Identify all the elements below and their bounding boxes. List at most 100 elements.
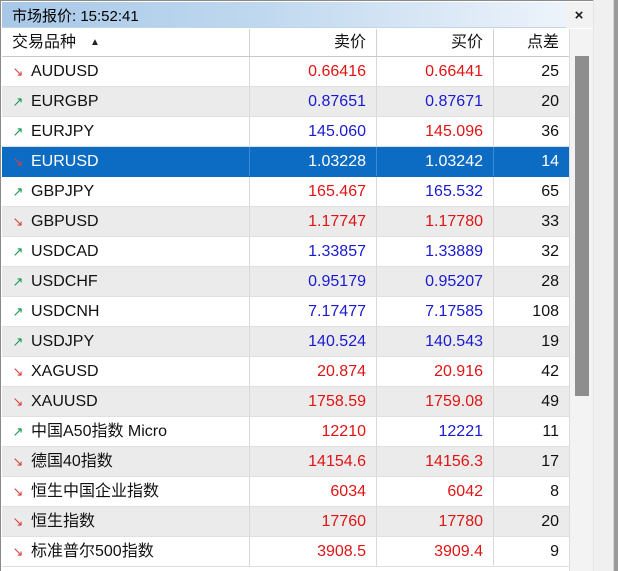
cell-bid: 1.03228 xyxy=(250,147,377,176)
cell-ask: 140.543 xyxy=(377,327,494,356)
cell-ask: 1.03242 xyxy=(377,147,494,176)
column-header-symbol[interactable]: 交易品种 ▲ xyxy=(2,29,250,56)
close-icon[interactable]: × xyxy=(566,2,592,28)
cell-symbol: ↘ XAUUSD xyxy=(2,387,250,416)
table-row[interactable]: ↗ USDCNH 7.17477 7.17585 108 xyxy=(2,297,594,327)
symbol-label: GBPJPY xyxy=(31,183,95,200)
cell-bid: 0.66416 xyxy=(250,57,377,86)
symbol-label: 恒生指数 xyxy=(31,513,96,530)
cell-spread: 28 xyxy=(541,273,559,290)
cell-bid: 14154.6 xyxy=(250,447,377,476)
table-row[interactable]: ↘ 恒生中国企业指数 6034 6042 8 xyxy=(2,477,594,507)
symbol-label: XAUUSD xyxy=(31,393,98,410)
arrow-down-icon: ↘ xyxy=(12,514,24,529)
table-row[interactable]: ↗ GBPJPY 165.467 165.532 65 xyxy=(2,177,594,207)
table-row[interactable]: ↗ USDCHF 0.95179 0.95207 28 xyxy=(2,267,594,297)
cell-bid: 1.33857 xyxy=(250,237,377,266)
column-header-spread[interactable]: 点差 xyxy=(526,34,559,51)
symbol-label: XAGUSD xyxy=(31,363,99,380)
arrow-up-icon: ↗ xyxy=(12,184,24,199)
cell-symbol: ↘ AUDUSD xyxy=(2,57,250,86)
table-row[interactable]: ↗ USDCAD 1.33857 1.33889 32 xyxy=(2,237,594,267)
arrow-up-icon: ↗ xyxy=(12,94,24,109)
symbol-label: 恒生中国企业指数 xyxy=(31,483,160,500)
arrow-down-icon: ↘ xyxy=(12,544,24,559)
title-bar-gradient xyxy=(2,2,575,28)
cell-bid: 0.87651 xyxy=(250,87,377,116)
cell-symbol: ↗ 中国A50指数 Micro xyxy=(2,417,250,446)
symbol-label: USDCAD xyxy=(31,243,99,260)
cell-ask: 7.17585 xyxy=(377,297,494,326)
vertical-scrollbar[interactable] xyxy=(569,29,593,571)
arrow-up-icon: ↗ xyxy=(12,304,24,319)
symbol-label: USDCNH xyxy=(31,303,100,320)
cell-ask: 0.95207 xyxy=(377,267,494,296)
cell-spread: 14 xyxy=(541,153,559,170)
cell-bid: 17760 xyxy=(250,507,377,536)
table-row[interactable]: ↗ EURGBP 0.87651 0.87671 20 xyxy=(2,87,594,117)
cell-bid: 1758.59 xyxy=(250,387,377,416)
symbol-label: USDJPY xyxy=(31,333,95,350)
arrow-down-icon: ↘ xyxy=(12,154,24,169)
window-title: 市场报价: 15:52:41 xyxy=(12,8,139,25)
arrow-down-icon: ↘ xyxy=(12,454,24,469)
vertical-scrollbar-thumb[interactable] xyxy=(575,56,589,396)
cell-bid: 1.17747 xyxy=(250,207,377,236)
table-row[interactable]: ↘ 恒生指数 17760 17780 20 xyxy=(2,507,594,537)
column-header-symbol-label: 交易品种 xyxy=(12,34,77,51)
cell-ask: 0.66441 xyxy=(377,57,494,86)
symbol-label: AUDUSD xyxy=(31,63,99,80)
table-row[interactable]: ↘ 德国40指数 14154.6 14156.3 17 xyxy=(2,447,594,477)
cell-spread: 25 xyxy=(541,63,559,80)
arrow-down-icon: ↘ xyxy=(12,394,24,409)
cell-symbol: ↘ GBPUSD xyxy=(2,207,250,236)
cell-ask: 145.096 xyxy=(377,117,494,146)
cell-ask: 3909.4 xyxy=(377,537,494,566)
arrow-up-icon: ↗ xyxy=(12,274,24,289)
table-row[interactable]: ↘ 标准普尔500指数 3908.5 3909.4 9 xyxy=(2,537,594,567)
cell-spread: 8 xyxy=(550,483,559,500)
arrow-up-icon: ↗ xyxy=(12,424,24,439)
cell-bid: 12210 xyxy=(250,417,377,446)
arrow-down-icon: ↘ xyxy=(12,364,24,379)
column-header-bid[interactable]: 卖价 xyxy=(250,29,377,56)
cell-ask: 1.17780 xyxy=(377,207,494,236)
cell-symbol: ↘ 标准普尔500指数 xyxy=(2,537,250,566)
arrow-up-icon: ↗ xyxy=(12,334,24,349)
window-edge-shadow xyxy=(614,0,618,571)
table-row[interactable]: ↘ AUDUSD 0.66416 0.66441 25 xyxy=(2,57,594,87)
cell-ask: 165.532 xyxy=(377,177,494,206)
cell-spread: 65 xyxy=(541,183,559,200)
cell-symbol: ↘ 德国40指数 xyxy=(2,447,250,476)
cell-symbol: ↗ USDCHF xyxy=(2,267,250,296)
table-row[interactable]: ↗ 中国A50指数 Micro 12210 12221 11 xyxy=(2,417,594,447)
table-row[interactable]: ↘ EURUSD 1.03228 1.03242 14 xyxy=(2,147,594,177)
symbol-label: EURJPY xyxy=(31,123,95,140)
sort-ascending-icon: ▲ xyxy=(90,37,100,48)
table-row[interactable]: ↘ XAGUSD 20.874 20.916 42 xyxy=(2,357,594,387)
cell-spread: 20 xyxy=(541,513,559,530)
cell-symbol: ↘ EURUSD xyxy=(2,147,250,176)
cell-symbol: ↘ 恒生指数 xyxy=(2,507,250,536)
table-row[interactable]: ↗ USDJPY 140.524 140.543 19 xyxy=(2,327,594,357)
symbol-label: GBPUSD xyxy=(31,213,99,230)
column-header-ask[interactable]: 买价 xyxy=(377,29,494,56)
table-row[interactable]: ↘ XAUUSD 1758.59 1759.08 49 xyxy=(2,387,594,417)
cell-bid: 165.467 xyxy=(250,177,377,206)
cell-ask: 12221 xyxy=(377,417,494,446)
symbol-label: 中国A50指数 Micro xyxy=(31,423,168,440)
table-row[interactable]: ↘ GBPUSD 1.17747 1.17780 33 xyxy=(2,207,594,237)
symbol-label: EURUSD xyxy=(31,153,99,170)
arrow-down-icon: ↘ xyxy=(12,64,24,79)
cell-bid: 6034 xyxy=(250,477,377,506)
arrow-up-icon: ↗ xyxy=(12,124,24,139)
cell-symbol: ↘ 恒生中国企业指数 xyxy=(2,477,250,506)
quotes-grid: ↘ AUDUSD 0.66416 0.66441 25 ↗ EURGBP 0.87651 0.8… xyxy=(2,57,594,571)
arrow-down-icon: ↘ xyxy=(12,214,24,229)
table-row[interactable]: ↗ EURJPY 145.060 145.096 36 xyxy=(2,117,594,147)
cell-bid: 7.17477 xyxy=(250,297,377,326)
cell-bid: 3908.5 xyxy=(250,537,377,566)
cell-ask: 20.916 xyxy=(377,357,494,386)
cell-symbol: ↗ USDJPY xyxy=(2,327,250,356)
